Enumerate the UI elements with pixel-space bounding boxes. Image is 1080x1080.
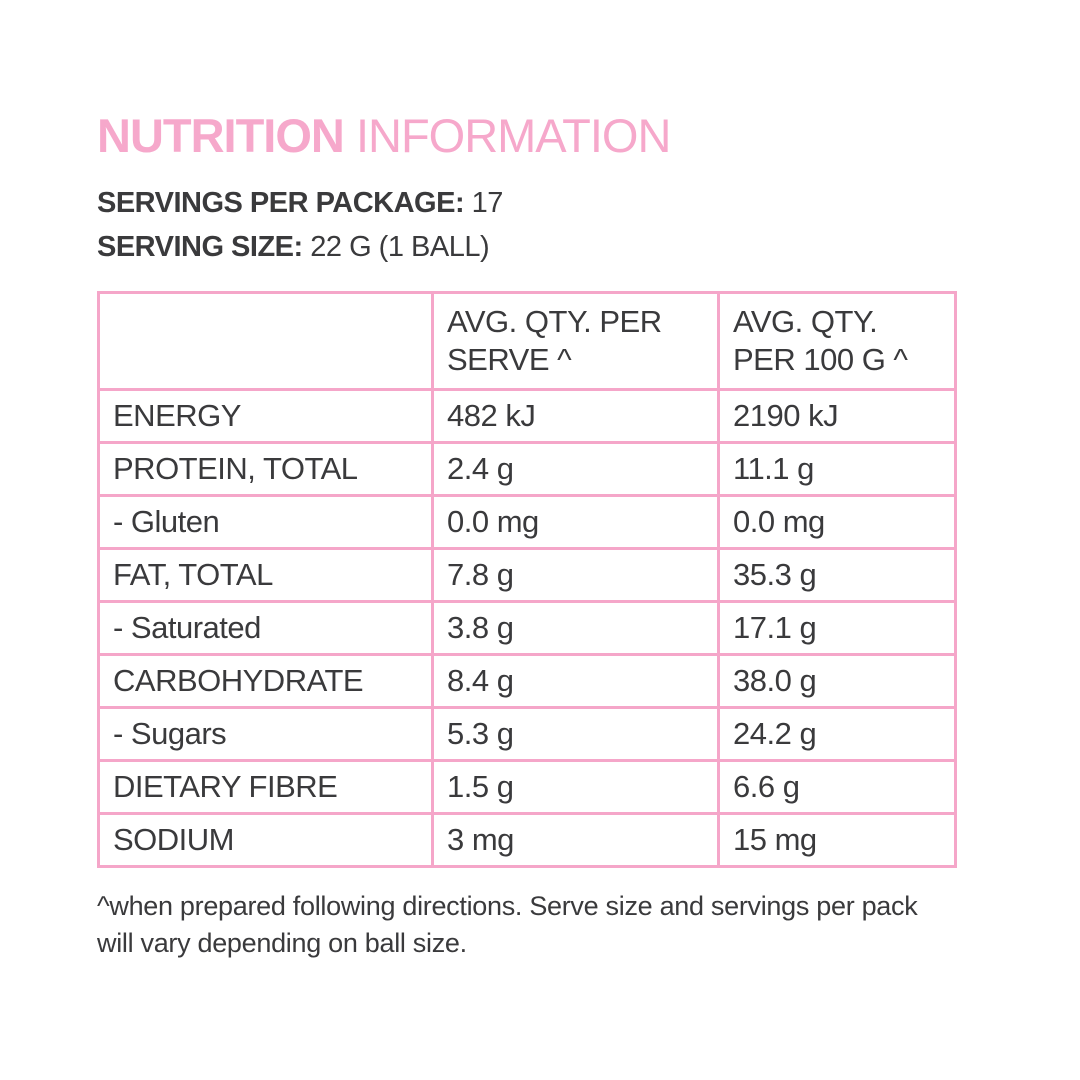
value-per-serve: 2.4 g <box>431 441 720 497</box>
value-per-serve: 8.4 g <box>431 653 720 709</box>
serving-size-line: SERVING SIZE: 22 G (1 BALL) <box>97 225 983 269</box>
table-row: SODIUM 3 mg 15 mg <box>97 812 957 868</box>
nutrient-name: DIETARY FIBRE <box>97 759 434 815</box>
header-line: AVG. QTY. PER <box>447 304 662 339</box>
nutrition-table: AVG. QTY. PER SERVE ^ AVG. QTY. PER 100 G … <box>97 291 957 868</box>
nutrient-name: ENERGY <box>97 388 434 444</box>
nutrient-name: - Gluten <box>97 494 434 550</box>
value-per-100g: 17.1 g <box>717 600 957 656</box>
header-line: AVG. QTY. <box>733 304 878 339</box>
header-per-100g-column: AVG. QTY. PER 100 G ^ <box>717 291 957 391</box>
value-per-100g: 6.6 g <box>717 759 957 815</box>
value-per-serve: 482 kJ <box>431 388 720 444</box>
value-per-serve: 0.0 mg <box>431 494 720 550</box>
value-per-serve: 7.8 g <box>431 547 720 603</box>
value-per-serve: 3.8 g <box>431 600 720 656</box>
value-per-100g: 24.2 g <box>717 706 957 762</box>
table-row: PROTEIN, TOTAL 2.4 g 11.1 g <box>97 441 957 497</box>
nutrient-name: - Saturated <box>97 600 434 656</box>
value-per-100g: 2190 kJ <box>717 388 957 444</box>
header-per-serve-column: AVG. QTY. PER SERVE ^ <box>431 291 720 391</box>
servings-value: 17 <box>471 187 504 219</box>
title-word-nutrition: NUTRITION <box>97 109 345 162</box>
value-per-100g: 38.0 g <box>717 653 957 709</box>
nutrient-name: FAT, TOTAL <box>97 547 434 603</box>
value-per-serve: 5.3 g <box>431 706 720 762</box>
table-row: CARBOHYDRATE 8.4 g 38.0 g <box>97 653 957 709</box>
header-line: PER 100 G ^ <box>733 342 908 377</box>
table-row: - Sugars 5.3 g 24.2 g <box>97 706 957 762</box>
value-per-serve: 1.5 g <box>431 759 720 815</box>
value-per-100g: 0.0 mg <box>717 494 957 550</box>
footnote: ^when prepared following directions. Ser… <box>97 891 918 958</box>
servings-label: SERVINGS PER PACKAGE: <box>97 187 465 219</box>
value-per-100g: 15 mg <box>717 812 957 868</box>
nutrition-table-body: ENERGY 482 kJ 2190 kJ PROTEIN, TOTAL 2.4 g 11… <box>97 388 957 868</box>
header-nutrient-column <box>97 291 434 391</box>
table-row: ENERGY 482 kJ 2190 kJ <box>97 388 957 444</box>
table-row: FAT, TOTAL 7.8 g 35.3 g <box>97 547 957 603</box>
title-word-information: INFORMATION <box>355 109 671 162</box>
header-line: SERVE ^ <box>447 342 572 377</box>
value-per-serve: 3 mg <box>431 812 720 868</box>
package-meta: SERVINGS PER PACKAGE: 17 SERVING SIZE: 2… <box>97 181 983 269</box>
serving-size-label: SERVING SIZE: <box>97 231 303 263</box>
nutrition-panel: NUTRITION INFORMATION SERVINGS PER PACKA… <box>97 112 983 962</box>
value-per-100g: 11.1 g <box>717 441 957 497</box>
nutrient-name: PROTEIN, TOTAL <box>97 441 434 497</box>
nutrient-name: - Sugars <box>97 706 434 762</box>
table-row: DIETARY FIBRE 1.5 g 6.6 g <box>97 759 957 815</box>
value-per-100g: 35.3 g <box>717 547 957 603</box>
servings-per-package-line: SERVINGS PER PACKAGE: 17 <box>97 181 983 225</box>
table-row: - Saturated 3.8 g 17.1 g <box>97 600 957 656</box>
table-row: - Gluten 0.0 mg 0.0 mg <box>97 494 957 550</box>
nutrient-name: CARBOHYDRATE <box>97 653 434 709</box>
table-header-row: AVG. QTY. PER SERVE ^ AVG. QTY. PER 100 G … <box>97 291 957 391</box>
page-title: NUTRITION INFORMATION <box>97 112 983 159</box>
nutrient-name: SODIUM <box>97 812 434 868</box>
serving-size-value: 22 G (1 BALL) <box>310 231 490 263</box>
